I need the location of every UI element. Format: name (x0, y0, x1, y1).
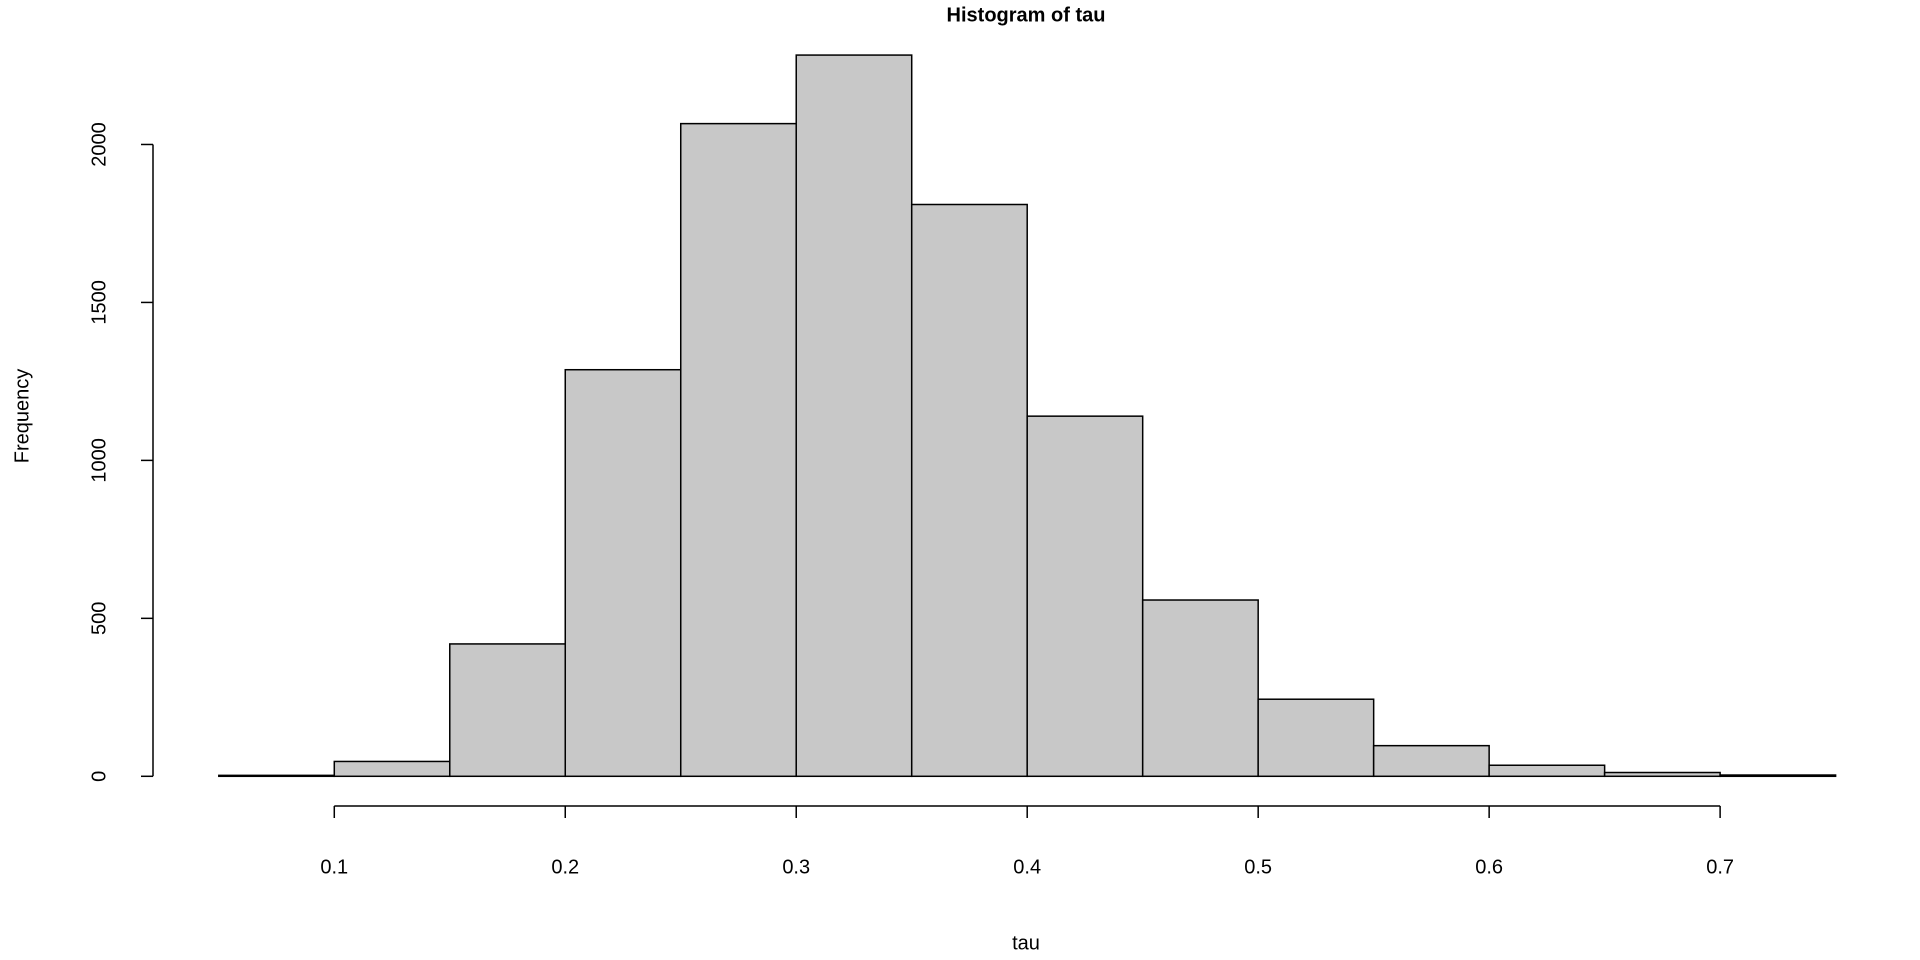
bar (449, 643, 567, 778)
x-tick-label: 0.6 (1475, 856, 1503, 878)
x-tick-label: 0.1 (320, 856, 348, 878)
y-tick-label: 2000 (88, 122, 110, 167)
bar (1372, 744, 1490, 778)
bar (1603, 771, 1721, 778)
bar (1026, 415, 1144, 778)
bar (1719, 774, 1837, 778)
bar (679, 122, 797, 778)
y-axis-label: Frequency (11, 369, 33, 464)
y-tick-label: 0 (88, 771, 110, 782)
x-tick-label: 0.7 (1706, 856, 1734, 878)
y-tick-label: 1000 (88, 438, 110, 483)
x-tick-label: 0.3 (782, 856, 810, 878)
x-tick-label: 0.2 (551, 856, 579, 878)
bar (333, 760, 451, 778)
chart-title: Histogram of tau (947, 4, 1106, 26)
bar (910, 203, 1028, 778)
bar (218, 774, 336, 778)
x-tick-label: 0.5 (1244, 856, 1272, 878)
bar (795, 54, 913, 778)
x-tick-label: 0.4 (1013, 856, 1041, 878)
bar (1257, 698, 1375, 778)
y-tick-label: 1500 (88, 280, 110, 325)
x-axis-label: tau (1012, 932, 1040, 954)
bar (1141, 599, 1259, 778)
y-tick-label: 500 (88, 602, 110, 635)
bar (564, 368, 682, 778)
bar (1488, 764, 1606, 778)
